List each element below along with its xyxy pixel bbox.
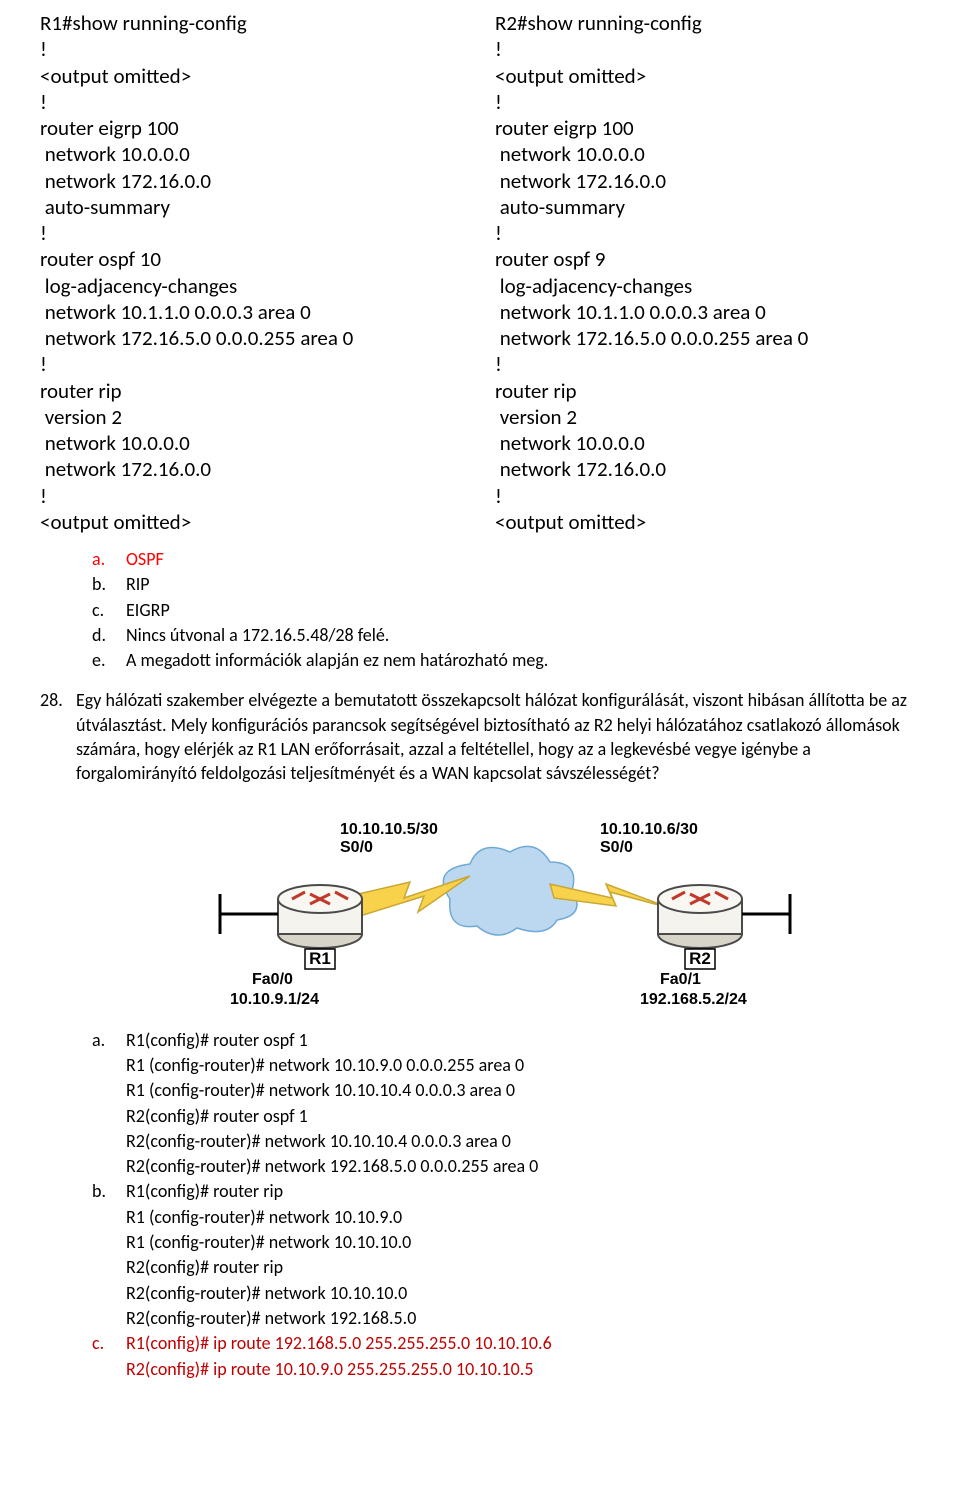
option-b: b. RIP (92, 572, 920, 596)
answer-body: R1(config)# router rip R1 (config-router… (126, 1179, 920, 1331)
r2-top-iface: S0/0 (600, 839, 633, 856)
answer-line: R1 (config-router)# network 10.10.9.0 0.… (126, 1053, 920, 1077)
option-letter: c. (92, 598, 112, 622)
option-letter: d. (92, 623, 112, 647)
answer-body: R1(config)# ip route 192.168.5.0 255.255… (126, 1331, 920, 1382)
option-letter: e. (92, 648, 112, 672)
router-r2-icon (658, 885, 742, 948)
config-columns: R1#show running-config ! <output omitted… (40, 10, 920, 535)
option-d: d. Nincs útvonal a 172.16.5.48/28 felé. (92, 623, 920, 647)
answer-line: R1 (config-router)# network 10.10.10.0 (126, 1230, 920, 1254)
answer-letter: c. (92, 1331, 112, 1382)
r1-bot-ip: 10.10.9.1/24 (230, 991, 319, 1008)
option-text: Nincs útvonal a 172.16.5.48/28 felé. (126, 623, 389, 647)
option-text: EIGRP (126, 598, 170, 622)
r1-bot-iface: Fa0/0 (252, 971, 293, 988)
network-diagram: R1 R2 10.10.10.5/30 S0/0 10.10.10.6/30 S… (40, 804, 920, 1014)
r2-bot-iface: Fa0/1 (660, 971, 701, 988)
option-text: A megadott információk alapján ez nem ha… (126, 648, 548, 672)
option-letter: b. (92, 572, 112, 596)
option-e: e. A megadott információk alapján ez nem… (92, 648, 920, 672)
answer-line: R2(config-router)# network 10.10.10.4 0.… (126, 1129, 920, 1153)
option-letter: a. (92, 547, 112, 571)
router-r1-icon (278, 885, 362, 948)
question-28: 28. Egy hálózati szakember elvégezte a b… (40, 688, 920, 785)
answer-line: R2(config-router)# network 10.10.10.0 (126, 1281, 920, 1305)
answer-line: R1 (config-router)# network 10.10.10.4 0… (126, 1078, 920, 1102)
config-left: R1#show running-config ! <output omitted… (40, 10, 465, 535)
r2-top-ip: 10.10.10.6/30 (600, 821, 698, 838)
r1-top-iface: S0/0 (340, 839, 373, 856)
answer-b: b. R1(config)# router rip R1 (config-rou… (92, 1179, 920, 1331)
r1-label: R1 (309, 949, 331, 968)
answer-line: R2(config-router)# network 192.168.5.0 (126, 1306, 920, 1330)
answer-line: R1(config)# router rip (126, 1179, 920, 1203)
answer-line: R1 (config-router)# network 10.10.9.0 (126, 1205, 920, 1229)
answer-body: R1(config)# router ospf 1 R1 (config-rou… (126, 1028, 920, 1180)
option-a: a. OSPF (92, 547, 920, 571)
answer-line: R1(config)# ip route 192.168.5.0 255.255… (126, 1331, 920, 1355)
option-c: c. EIGRP (92, 598, 920, 622)
option-list-prev: a. OSPF b. RIP c. EIGRP d. Nincs útvonal… (92, 547, 920, 672)
answer-line: R2(config)# router ospf 1 (126, 1104, 920, 1128)
diagram-svg: R1 R2 10.10.10.5/30 S0/0 10.10.10.6/30 S… (160, 804, 800, 1014)
answer-a: a. R1(config)# router ospf 1 R1 (config-… (92, 1028, 920, 1180)
answer-list: a. R1(config)# router ospf 1 R1 (config-… (92, 1028, 920, 1382)
answer-c: c. R1(config)# ip route 192.168.5.0 255.… (92, 1331, 920, 1382)
answer-letter: b. (92, 1179, 112, 1331)
question-text: Egy hálózati szakember elvégezte a bemut… (76, 688, 920, 785)
option-text: OSPF (126, 547, 164, 571)
question-number: 28. (40, 688, 68, 785)
r2-label: R2 (689, 949, 711, 968)
config-right: R2#show running-config ! <output omitted… (495, 10, 920, 535)
r2-bot-ip: 192.168.5.2/24 (640, 991, 747, 1008)
answer-line: R2(config)# ip route 10.10.9.0 255.255.2… (126, 1357, 920, 1381)
option-text: RIP (126, 572, 150, 596)
answer-letter: a. (92, 1028, 112, 1180)
answer-line: R2(config)# router rip (126, 1255, 920, 1279)
answer-line: R2(config-router)# network 192.168.5.0 0… (126, 1154, 920, 1178)
answer-line: R1(config)# router ospf 1 (126, 1028, 920, 1052)
r1-top-ip: 10.10.10.5/30 (340, 821, 438, 838)
